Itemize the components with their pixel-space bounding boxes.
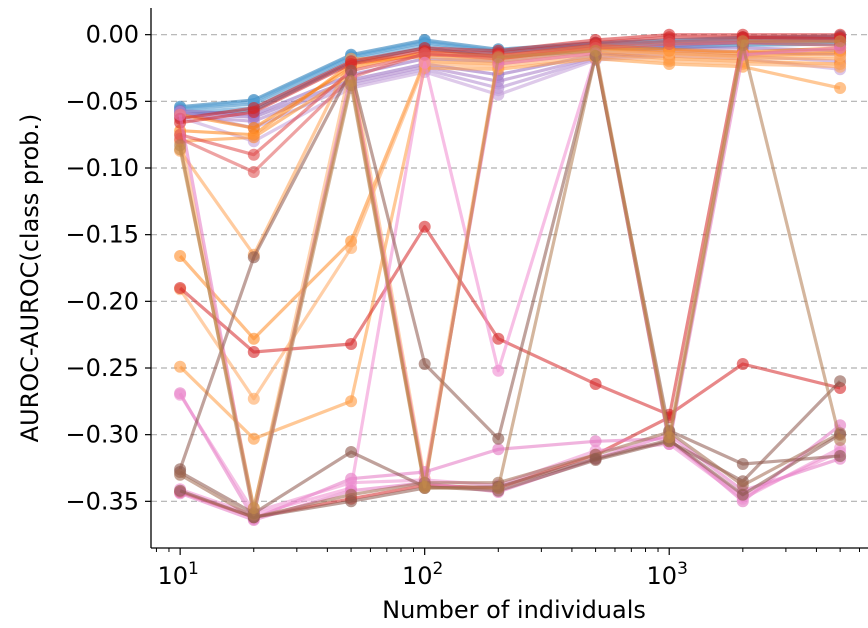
data-point [492,432,505,445]
series-line-25 [179,53,841,517]
data-point [345,242,358,254]
data-point [663,431,676,444]
data-point [663,58,676,70]
series-34 [174,35,847,514]
x-tick-label: 101 [157,559,198,590]
data-point [834,434,847,446]
series-line-12 [178,49,841,257]
y-axis-label: AUROC-AUROC(class prob.) [16,114,44,443]
data-point [345,446,358,458]
data-point [345,495,358,508]
data-point [589,44,602,57]
data-point [174,360,187,373]
data-point [589,378,602,390]
data-point [345,476,358,489]
data-point [174,250,187,262]
data-point [418,358,431,370]
y-tick-label: −0.20 [65,287,139,315]
data-point [736,479,749,492]
data-point [736,358,749,370]
data-point [736,35,749,48]
data-point [834,60,847,73]
data-point [589,435,602,448]
data-point [834,450,847,462]
data-point [247,332,260,345]
data-point [247,148,260,161]
data-point [247,346,260,358]
data-point [345,395,358,408]
y-tick-label: −0.10 [65,154,139,182]
data-point [247,432,260,445]
data-point [345,75,358,88]
data-point [174,388,187,401]
y-tick-label: −0.25 [65,354,139,382]
data-point [345,338,358,350]
data-point [174,282,187,294]
data-point [492,332,505,345]
data-point [736,458,749,470]
data-point [174,468,187,481]
data-point [589,452,602,465]
y-tick-label: −0.15 [65,221,139,249]
data-point [247,166,260,178]
series-layer [174,28,847,526]
data-point [174,143,187,156]
x-tick-label: 102 [402,559,443,590]
y-tick-label: −0.05 [65,87,139,115]
data-point [834,82,847,94]
y-tick-label: −0.35 [65,487,139,515]
data-point [174,108,187,121]
x-axis-label: Number of individuals [382,596,646,624]
data-point [492,482,505,494]
data-point [247,131,260,144]
data-point [418,480,431,493]
data-point [418,56,431,69]
data-point [834,375,847,388]
axes [145,8,868,555]
data-point [492,88,505,101]
data-point [174,484,187,497]
data-point [418,220,431,233]
data-point [247,502,260,514]
data-point [418,47,431,60]
y-tick-label: −0.30 [65,421,139,449]
data-point [247,106,260,118]
data-point [492,364,505,377]
data-point [492,443,505,456]
x-tick-label: 103 [647,559,688,590]
tick-labels: 0.00 −0.05 −0.10 −0.15 −0.20 −0.25 −0.30 −0.35 1… [65,21,687,590]
y-tick-label: 0.00 [86,21,139,49]
data-point [247,251,260,264]
data-point [492,51,505,64]
data-point [736,488,749,501]
data-point [345,64,358,77]
data-point [663,38,676,50]
data-point [247,392,260,405]
data-point [834,35,847,48]
